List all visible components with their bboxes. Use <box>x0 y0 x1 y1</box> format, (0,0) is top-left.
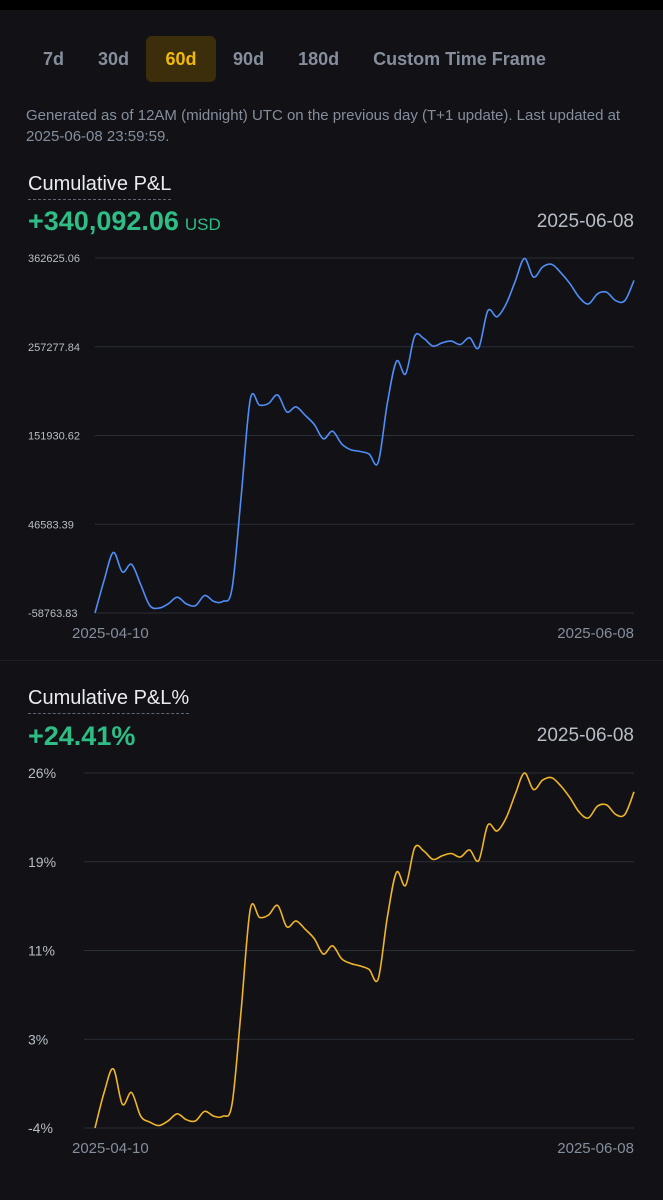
y-tick-label: -58763.83 <box>28 608 78 620</box>
pnl-date: 2025-06-08 <box>536 211 634 232</box>
series-line <box>94 257 635 614</box>
y-tick-label: 19% <box>28 854 56 870</box>
x-start-label: 2025-04-10 <box>72 625 149 642</box>
update-note: Generated as of 12AM (midnight) UTC on t… <box>26 107 621 145</box>
pnl-value: +340,092.06 USD <box>28 206 221 237</box>
section-divider <box>0 660 663 661</box>
tab-180d[interactable]: 180d <box>298 48 340 69</box>
status-bar <box>0 0 663 10</box>
pnl-pct-chart[interactable]: 26% 19% 11% 3% -4% 2025-04-10 2025-06-08 <box>0 755 663 1175</box>
tab-custom-time-frame[interactable]: Custom Time Frame <box>373 48 546 69</box>
y-tick-label: 26% <box>28 765 56 781</box>
pnl-title[interactable]: Cumulative P&L <box>28 173 172 200</box>
x-end-label: 2025-06-08 <box>557 1140 634 1157</box>
pnl-chart[interactable]: 362625.06 257277.84 151930.62 46583.39 -5876… <box>0 240 663 660</box>
tab-7d[interactable]: 7d <box>43 48 65 69</box>
y-tick-label: 257277.84 <box>28 342 80 354</box>
timeframe-tabs: 7d 30d 60d 90d 180d Custom Time Frame <box>26 36 563 82</box>
tab-60d[interactable]: 60d <box>146 36 217 82</box>
pnl-pct-date: 2025-06-08 <box>536 725 634 746</box>
pnl-pct-value: +24.41% <box>28 721 136 751</box>
y-tick-label: 151930.62 <box>28 431 80 443</box>
x-start-label: 2025-04-10 <box>72 1140 149 1157</box>
series-line <box>94 772 635 1129</box>
y-tick-label: 3% <box>28 1031 48 1047</box>
pnl-unit: USD <box>184 215 221 234</box>
tab-90d[interactable]: 90d <box>233 48 265 69</box>
y-tick-label: 362625.06 <box>28 253 80 265</box>
pnl-amount: +340,092.06 <box>28 206 179 236</box>
y-tick-label: 46583.39 <box>28 519 74 531</box>
x-end-label: 2025-06-08 <box>557 625 634 642</box>
pnl-pct-title[interactable]: Cumulative P&L% <box>28 687 190 714</box>
y-tick-label: 11% <box>28 943 55 959</box>
tab-30d[interactable]: 30d <box>98 48 130 69</box>
y-tick-label: -4% <box>28 1120 53 1136</box>
